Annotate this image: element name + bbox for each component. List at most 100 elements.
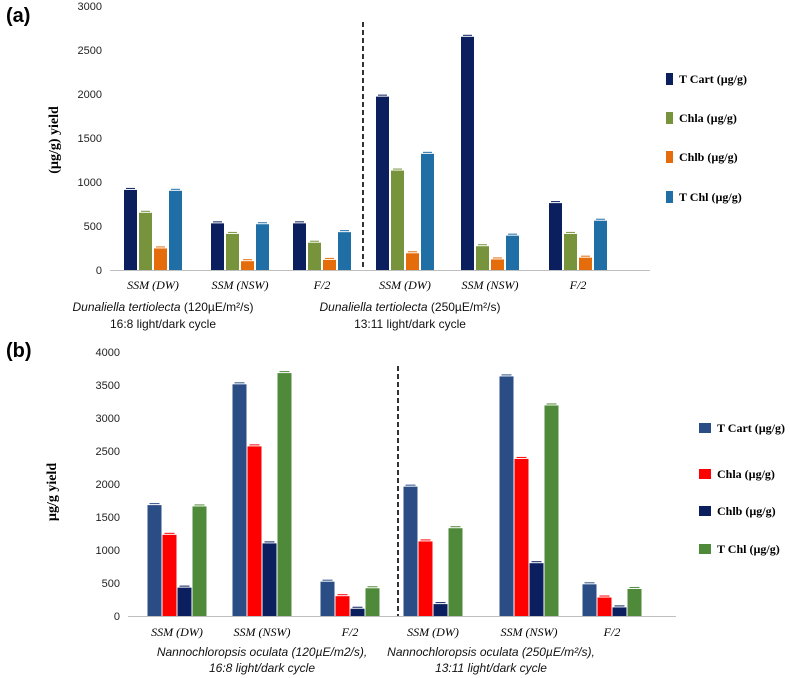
bar bbox=[365, 588, 380, 616]
y-tick-label: 1000 bbox=[78, 177, 102, 189]
bar bbox=[421, 153, 434, 270]
y-tick-label: 2000 bbox=[78, 89, 102, 101]
bar bbox=[177, 587, 192, 616]
bar bbox=[293, 223, 306, 270]
category-label: F/2 bbox=[341, 625, 359, 639]
species-name: Nannochloropsis oculata (250µE/m²/s), bbox=[387, 645, 595, 659]
bar bbox=[169, 190, 182, 270]
bar bbox=[350, 608, 365, 616]
conditions: (250µE/m²/s) bbox=[428, 300, 501, 314]
bar bbox=[247, 446, 262, 616]
legend-swatch bbox=[699, 506, 711, 516]
bar bbox=[491, 259, 504, 270]
bar bbox=[476, 246, 489, 270]
group-label-line2: 13:11 light/dark cycle bbox=[435, 661, 547, 675]
bar bbox=[544, 405, 559, 616]
bar bbox=[241, 261, 254, 270]
bar bbox=[335, 596, 350, 616]
species-name: Nannochloropsis oculata (120µE/m2/s), bbox=[157, 645, 367, 659]
bar bbox=[627, 588, 642, 616]
legend-label: Chlb (µg/g) bbox=[717, 504, 776, 518]
category-label: SSM (NSW) bbox=[501, 625, 558, 639]
y-tick-label: 500 bbox=[84, 221, 102, 233]
y-axis-label: (µg/g) yield bbox=[47, 106, 62, 174]
bar bbox=[499, 376, 514, 616]
bar bbox=[232, 384, 247, 616]
legend-label: T Cart (µg/g) bbox=[679, 72, 747, 86]
legend-label: Chla (µg/g) bbox=[679, 111, 737, 125]
panel-label: (b) bbox=[6, 340, 32, 362]
bar bbox=[308, 242, 321, 270]
legend-swatch bbox=[666, 151, 673, 163]
bar bbox=[582, 584, 597, 616]
bar bbox=[579, 257, 592, 270]
panel-label: (a) bbox=[6, 5, 30, 27]
group-label-line1: Dunaliella tertiolecta (120µE/m²/s) bbox=[73, 300, 254, 314]
y-tick-label: 1500 bbox=[96, 512, 120, 524]
category-label: SSM (DW) bbox=[379, 278, 431, 292]
legend-label: T Chl (µg/g) bbox=[717, 542, 780, 556]
conditions: (120µE/m²/s) bbox=[181, 300, 254, 314]
y-axis-label: µg/g yield bbox=[45, 463, 60, 521]
bar bbox=[154, 248, 167, 270]
bar bbox=[226, 233, 239, 270]
panel-1: (b) 0 500 1000 1500 2000 2500 3000 3500 4000 µg/g … bbox=[6, 340, 785, 675]
bar bbox=[564, 233, 577, 270]
bar bbox=[376, 96, 389, 270]
category-label: F/2 bbox=[569, 278, 587, 292]
y-tick-label: 3500 bbox=[96, 380, 120, 392]
y-tick-label: 4000 bbox=[96, 347, 120, 359]
legend-label: Chla (µg/g) bbox=[717, 467, 775, 481]
panel-0: (a) 0 500 1000 1500 2000 2500 3000 (µg/g) yield S… bbox=[6, 1, 747, 331]
category-label: F/2 bbox=[313, 278, 331, 292]
legend-swatch bbox=[699, 469, 711, 479]
bar bbox=[323, 259, 336, 270]
legend-swatch bbox=[699, 423, 711, 433]
bar bbox=[433, 604, 448, 616]
bar bbox=[448, 528, 463, 616]
group-label-line2: 13:11 light/dark cycle bbox=[354, 317, 466, 331]
y-tick-label: 500 bbox=[102, 578, 120, 590]
bar bbox=[403, 486, 418, 616]
bar bbox=[320, 581, 335, 616]
bar bbox=[338, 232, 351, 270]
bar bbox=[262, 543, 277, 616]
y-tick-label: 1500 bbox=[78, 133, 102, 145]
category-label: SSM (DW) bbox=[151, 625, 203, 639]
category-label: SSM (DW) bbox=[127, 278, 179, 292]
y-tick-label: 1000 bbox=[96, 545, 120, 557]
bar bbox=[514, 458, 529, 616]
category-label: SSM (DW) bbox=[407, 625, 459, 639]
legend-label: T Chl (µg/g) bbox=[679, 190, 742, 204]
group-label-line1: Dunaliella tertiolecta (250µE/m²/s) bbox=[320, 300, 501, 314]
group-label-line2: 16:8 light/dark cycle bbox=[110, 317, 216, 331]
bar bbox=[597, 597, 612, 616]
bar bbox=[506, 235, 519, 270]
bar bbox=[594, 220, 607, 270]
bar bbox=[192, 506, 207, 616]
y-tick-label: 3000 bbox=[78, 1, 102, 13]
bar bbox=[406, 253, 419, 270]
category-label: SSM (NSW) bbox=[462, 278, 519, 292]
bar bbox=[124, 189, 137, 270]
bar bbox=[256, 224, 269, 270]
y-tick-label: 2500 bbox=[78, 45, 102, 57]
legend-label: Chlb (µg/g) bbox=[679, 150, 738, 164]
bar bbox=[418, 541, 433, 616]
group-label-line2: 16:8 light/dark cycle bbox=[209, 661, 315, 675]
bar bbox=[139, 212, 152, 270]
bar bbox=[549, 203, 562, 270]
legend-swatch bbox=[666, 191, 673, 203]
legend-swatch bbox=[699, 544, 711, 554]
species-name: Dunaliella tertiolecta bbox=[73, 300, 181, 314]
group-label-line1: Nannochloropsis oculata (250µE/m²/s), bbox=[387, 645, 595, 659]
category-label: SSM (NSW) bbox=[212, 278, 269, 292]
bar bbox=[529, 563, 544, 616]
bar bbox=[461, 36, 474, 270]
legend-swatch bbox=[666, 112, 673, 124]
category-label: SSM (NSW) bbox=[234, 625, 291, 639]
bar bbox=[147, 505, 162, 616]
bar bbox=[612, 607, 627, 616]
species-name: Dunaliella tertiolecta bbox=[320, 300, 428, 314]
